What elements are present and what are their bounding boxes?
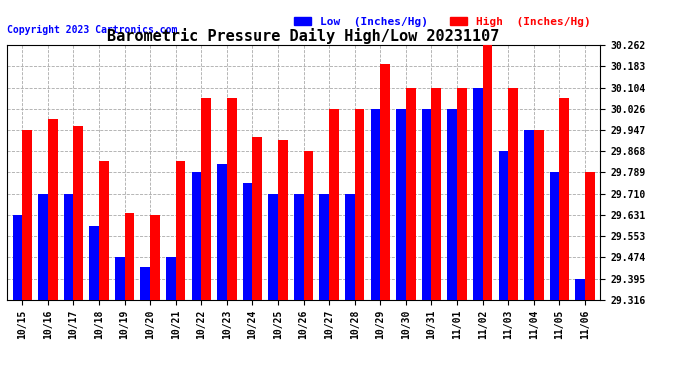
Bar xyxy=(253,137,262,300)
Text: Copyright 2023 Cartronics.com: Copyright 2023 Cartronics.com xyxy=(7,25,177,35)
Bar xyxy=(498,151,509,300)
Bar xyxy=(12,215,22,300)
Bar xyxy=(380,64,390,300)
Bar xyxy=(115,257,125,300)
Bar xyxy=(457,88,466,300)
Bar xyxy=(278,140,288,300)
Bar xyxy=(473,88,482,300)
Bar xyxy=(396,109,406,300)
Bar xyxy=(140,267,150,300)
Bar xyxy=(371,109,380,300)
Bar xyxy=(48,119,57,300)
Bar xyxy=(73,126,83,300)
Bar xyxy=(575,279,585,300)
Bar xyxy=(482,45,493,300)
Bar xyxy=(166,257,176,300)
Bar xyxy=(294,194,304,300)
Bar xyxy=(227,98,237,300)
Title: Barometric Pressure Daily High/Low 20231107: Barometric Pressure Daily High/Low 20231… xyxy=(108,28,500,44)
Bar xyxy=(217,164,227,300)
Bar xyxy=(268,194,278,300)
Bar xyxy=(406,88,415,300)
Bar xyxy=(304,151,313,300)
Bar xyxy=(509,88,518,300)
Bar xyxy=(319,194,329,300)
Legend: Low  (Inches/Hg), High  (Inches/Hg): Low (Inches/Hg), High (Inches/Hg) xyxy=(290,12,595,31)
Bar xyxy=(345,194,355,300)
Bar xyxy=(422,109,431,300)
Bar xyxy=(63,194,73,300)
Bar xyxy=(447,109,457,300)
Bar xyxy=(125,213,135,300)
Bar xyxy=(99,162,109,300)
Bar xyxy=(38,194,48,300)
Bar xyxy=(585,172,595,300)
Bar xyxy=(550,172,560,300)
Bar xyxy=(560,98,569,300)
Bar xyxy=(243,183,253,300)
Bar xyxy=(355,109,364,300)
Bar xyxy=(192,172,201,300)
Bar xyxy=(524,130,534,300)
Bar xyxy=(89,226,99,300)
Bar xyxy=(150,215,160,300)
Bar xyxy=(534,130,544,300)
Bar xyxy=(22,130,32,300)
Bar xyxy=(176,162,186,300)
Bar xyxy=(201,98,211,300)
Bar xyxy=(329,109,339,300)
Bar xyxy=(431,88,441,300)
